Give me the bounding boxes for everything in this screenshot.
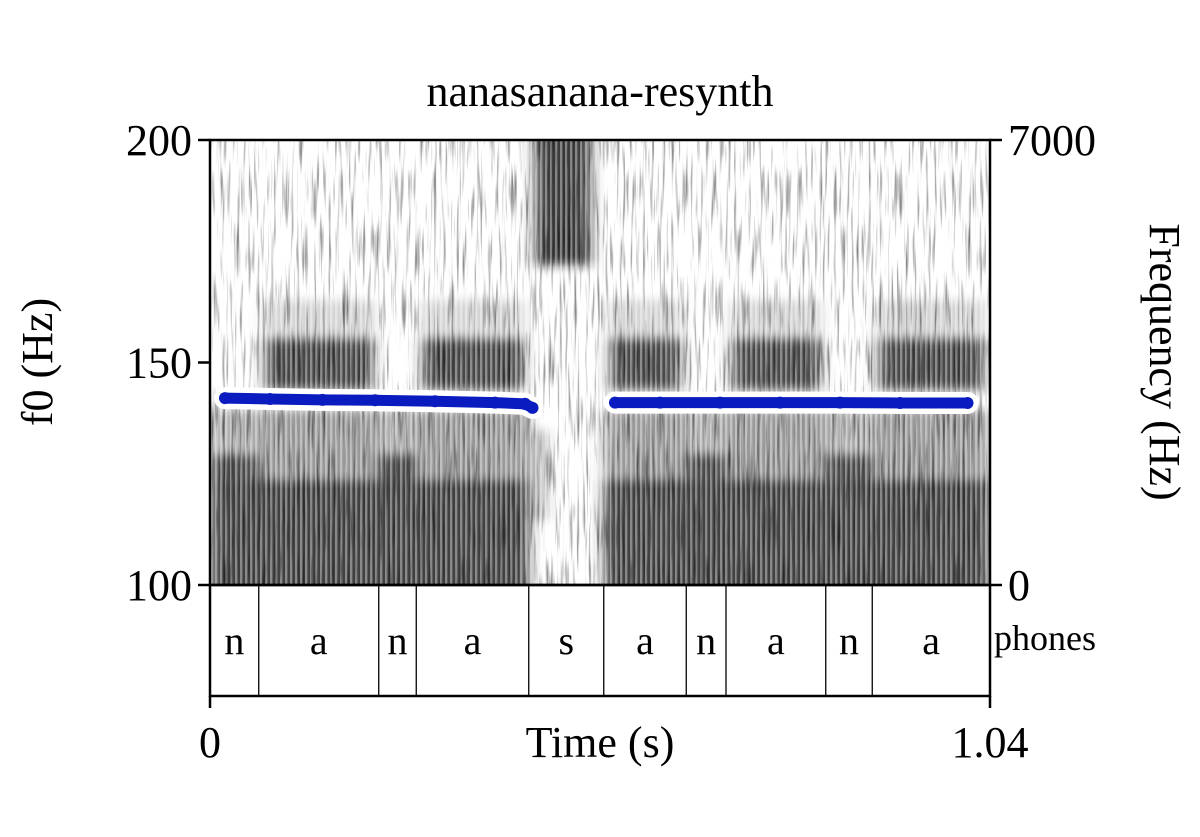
y-axis-left: 100 150 200 [126, 116, 210, 610]
f0-point [489, 396, 501, 409]
f0-point [264, 393, 276, 405]
phone-label: a [767, 618, 785, 663]
f0-point [316, 393, 329, 406]
x-axis-title: Time (s) [526, 718, 675, 767]
y-tick-label-right: 7000 [1008, 116, 1096, 165]
phone-label: a [310, 618, 328, 663]
phone-label: n [839, 618, 859, 663]
phone-label: a [922, 618, 940, 663]
y-tick-label-left: 150 [126, 339, 192, 388]
f0-point [369, 394, 381, 407]
spectrogram-image [210, 140, 990, 585]
tier-name: phones [994, 618, 1096, 658]
y-tick-label-left: 200 [126, 116, 192, 165]
f0-point [714, 396, 726, 409]
tier-border [208, 583, 992, 698]
f0-track [214, 387, 979, 419]
f0-point [219, 392, 231, 405]
y-axis-left-title: f0 (Hz) [13, 298, 62, 426]
phone-label: a [636, 618, 654, 663]
phone-label: n [696, 618, 716, 663]
x-tick-label: 1.04 [952, 718, 1029, 767]
y-tick-label-left: 100 [126, 561, 192, 610]
f0-point [961, 397, 974, 409]
x-axis: 0 1.04 [199, 696, 1029, 767]
y-axis-right: 0 7000 [990, 116, 1096, 610]
f0-point [654, 396, 666, 409]
phone-label: a [464, 618, 482, 663]
f0-point [429, 395, 441, 408]
y-axis-right-title: Frequency (Hz) [1140, 223, 1189, 500]
phone-label: n [224, 618, 244, 663]
f0-point [894, 397, 906, 409]
f0-point [834, 396, 846, 409]
phone-label: n [388, 618, 408, 663]
x-tick-label: 0 [199, 718, 221, 767]
chart-title: nanasanana-resynth [427, 67, 774, 116]
phone-label: s [558, 618, 574, 663]
f0-point [774, 396, 786, 409]
f0-point [526, 401, 539, 414]
f0-point [609, 396, 621, 409]
y-tick-label-right: 0 [1008, 561, 1030, 610]
